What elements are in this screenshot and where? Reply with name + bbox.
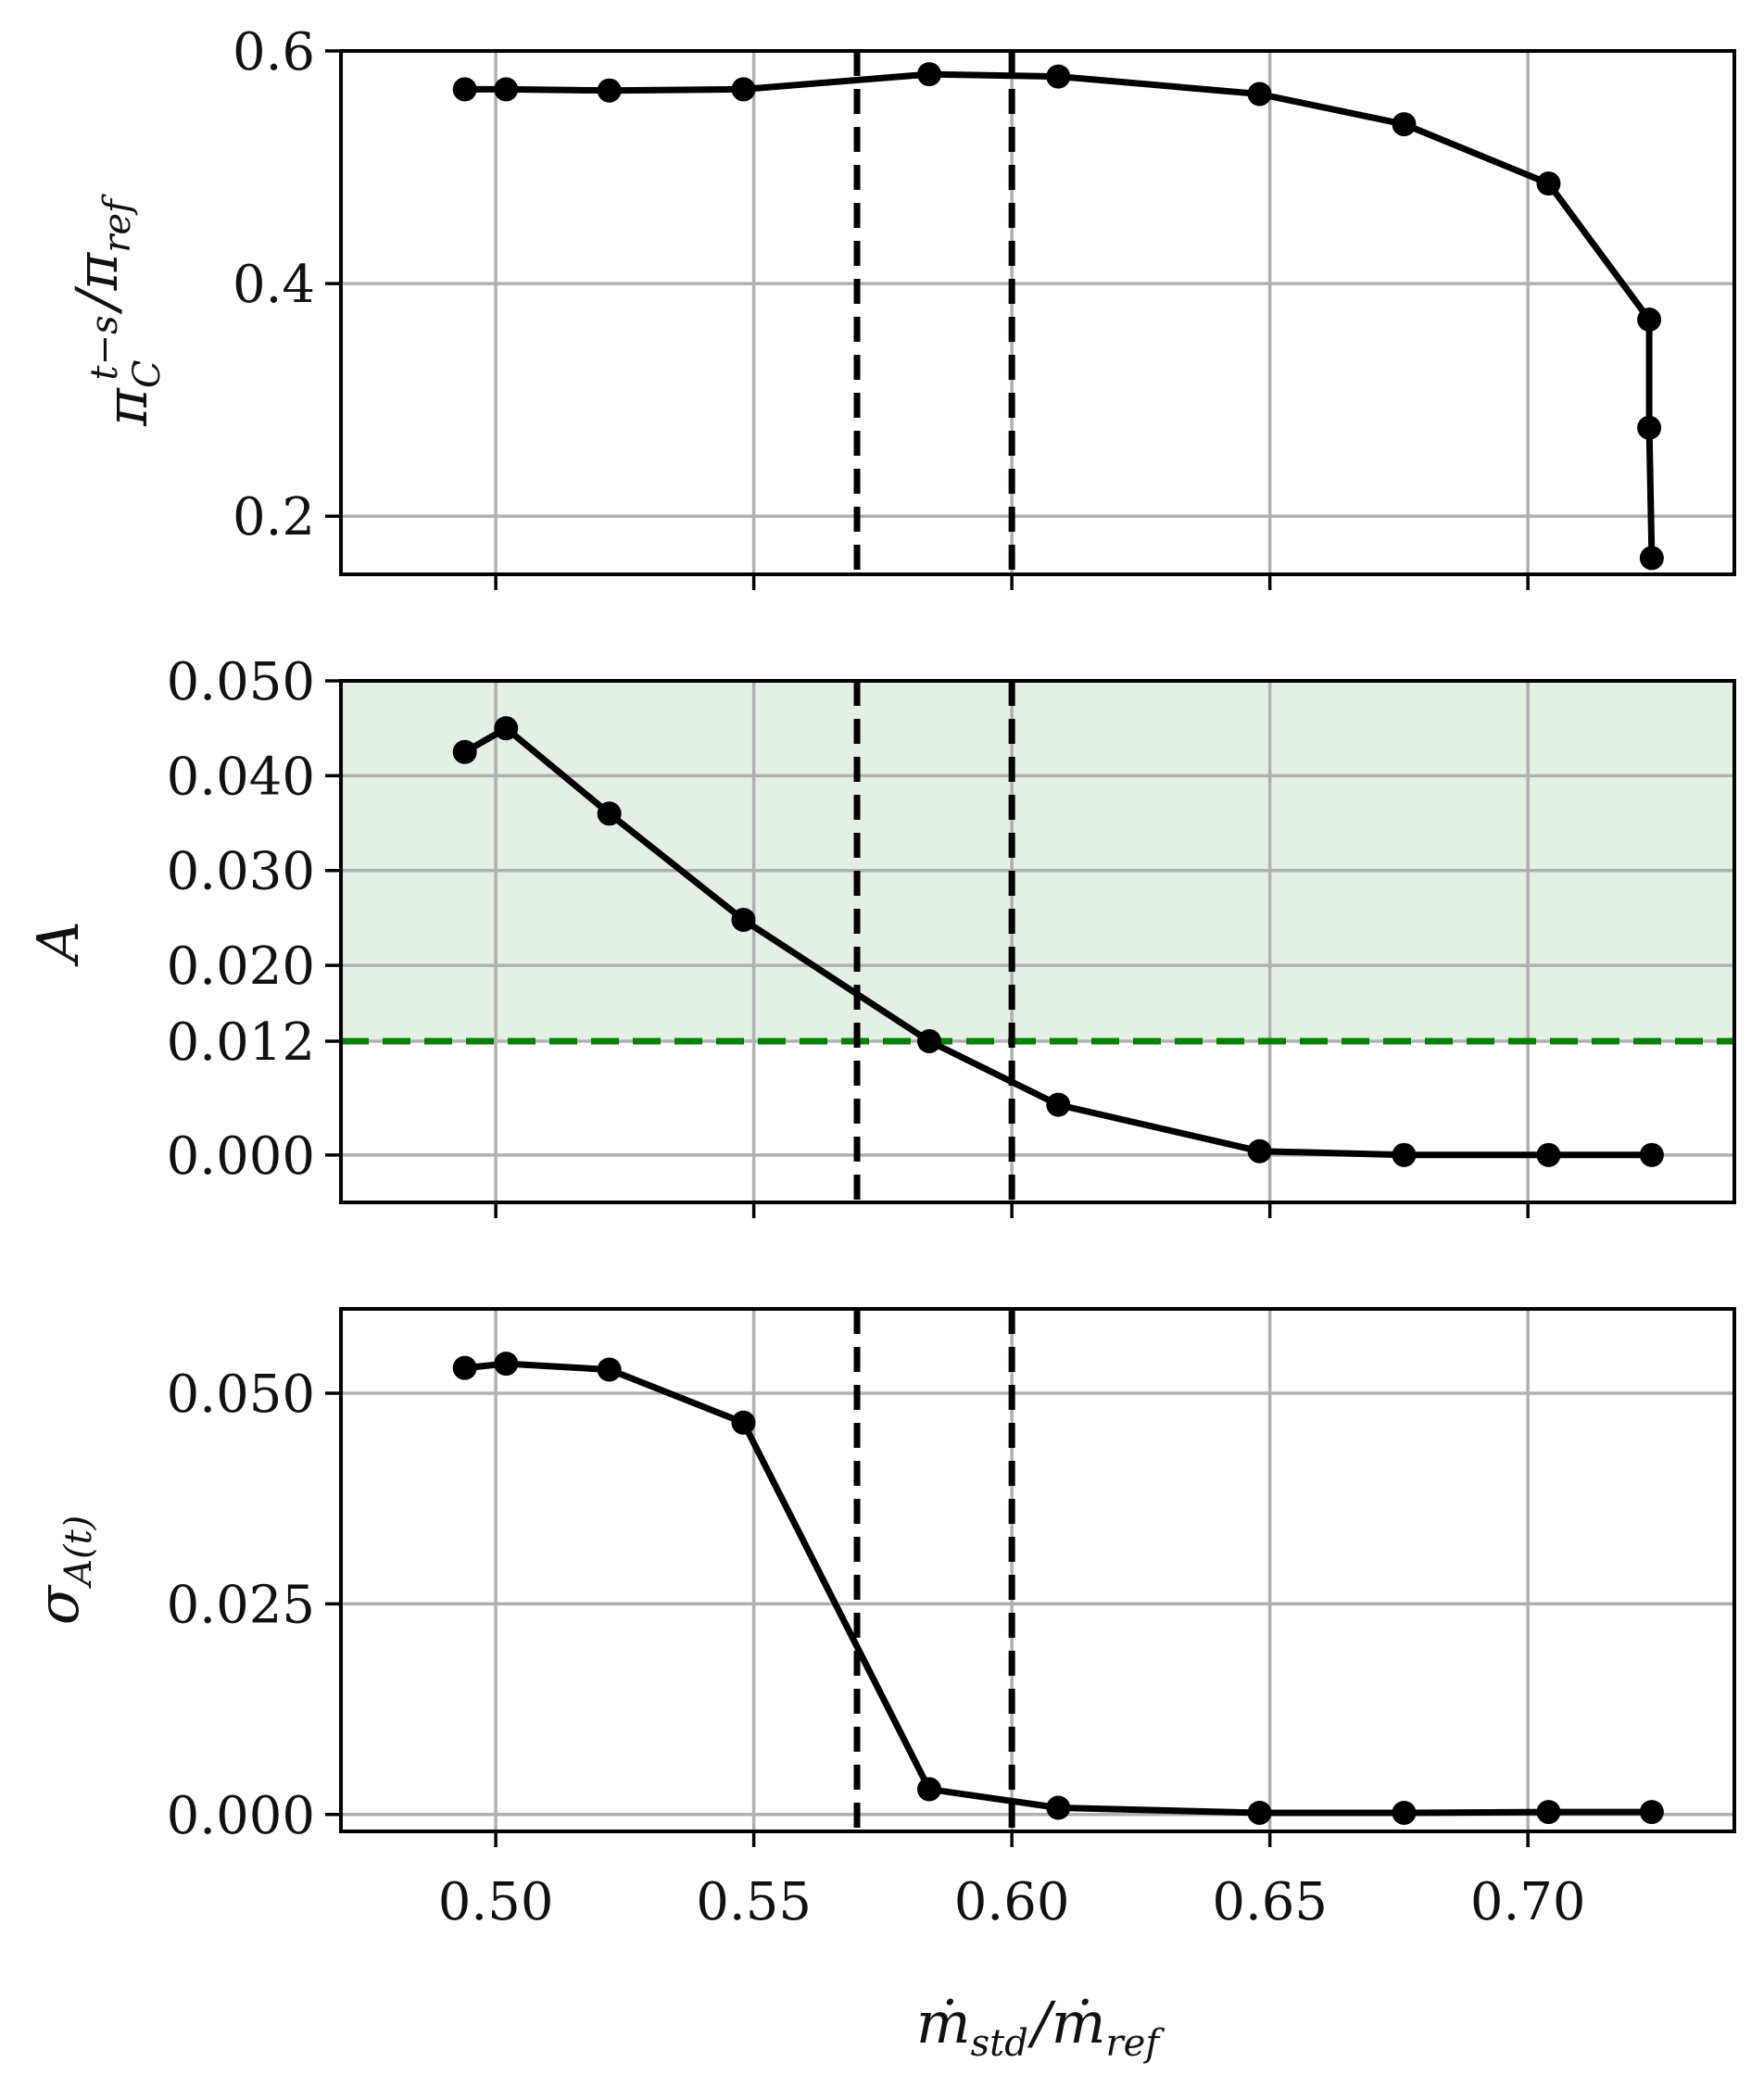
x-tick-label: 0.60 — [954, 1872, 1070, 1932]
axes-frame — [339, 679, 1736, 1204]
y-tick-label: 0.2 — [233, 487, 315, 547]
y-tick-label: 0.050 — [167, 1364, 315, 1425]
y-tick-label: 0.050 — [167, 652, 315, 712]
data-point — [1046, 1795, 1071, 1820]
data-point — [1536, 1800, 1561, 1825]
data-point — [1046, 64, 1071, 89]
x-axis-label: ṁstd/ṁref — [916, 1989, 1165, 2065]
data-point — [1637, 308, 1662, 333]
y-tick-label: 0.4 — [233, 255, 315, 315]
data-point — [452, 77, 477, 102]
data-point — [731, 77, 756, 102]
data-point — [1639, 1142, 1664, 1167]
data-point — [1536, 1142, 1561, 1167]
data-point — [917, 1028, 942, 1053]
y-axis-label: σA(t) — [24, 1515, 100, 1626]
shaded-region — [341, 681, 1734, 1041]
y-tick-label: 0.000 — [167, 1126, 315, 1187]
data-point — [917, 1777, 942, 1802]
x-tick-label: 0.65 — [1212, 1872, 1328, 1932]
y-tick-label: 0.6 — [233, 22, 315, 82]
axes-frame — [339, 1307, 1736, 1833]
series-0 — [452, 1352, 1664, 1825]
data-point — [1247, 1800, 1272, 1825]
panel-middle: 0.000 0.012 0.020 0.030 0.040 0.050 A — [24, 652, 1736, 1218]
data-point — [597, 78, 622, 103]
data-point — [731, 1410, 756, 1435]
axes-frame — [339, 49, 1736, 576]
data-point — [1637, 415, 1662, 440]
data-point — [452, 739, 477, 764]
data-point — [1392, 1800, 1417, 1825]
y-tick-label: 0.020 — [167, 937, 315, 997]
series-line — [462, 724, 1652, 1159]
grid — [341, 49, 1734, 574]
y-tick-label: 0.000 — [167, 1786, 315, 1846]
x-tick-label: 0.70 — [1470, 1872, 1586, 1932]
series-line — [464, 70, 1656, 559]
series-0 — [452, 62, 1664, 571]
data-point — [1639, 546, 1664, 571]
x-tick-label: 0.55 — [696, 1872, 812, 1932]
y-axis-label: A — [24, 921, 92, 967]
y-tick-label: 0.040 — [167, 747, 315, 807]
data-point — [1536, 171, 1561, 196]
data-point — [1247, 1138, 1272, 1163]
y-tick-label: 0.030 — [167, 842, 315, 902]
data-point — [1392, 1142, 1417, 1167]
y-tick-label: 0.025 — [167, 1575, 315, 1635]
series-line — [464, 1360, 1652, 1817]
data-point — [1392, 112, 1417, 137]
data-point — [1639, 1800, 1664, 1825]
data-point — [494, 77, 519, 102]
x-tick-label: 0.50 — [438, 1872, 554, 1932]
data-point — [917, 62, 942, 87]
data-point — [494, 716, 519, 741]
panel-bottom: 0.000 0.025 0.050 0.50 0.55 0.60 0.65 0.70 σA(t)… — [24, 1307, 1736, 2065]
series-0 — [452, 716, 1664, 1167]
data-point — [597, 801, 622, 826]
data-point — [494, 1352, 519, 1377]
y-tick-label: 0.012 — [167, 1012, 315, 1073]
y-axis-label: πCt−s/πref — [63, 194, 169, 427]
data-point — [1247, 82, 1272, 107]
data-point — [1046, 1092, 1071, 1117]
data-point — [731, 907, 756, 932]
data-point — [452, 1355, 477, 1380]
panel-top: 0.2 0.4 0.6 πCt−s/πref — [63, 22, 1736, 590]
grid — [341, 1309, 1734, 1831]
data-point — [597, 1357, 622, 1382]
